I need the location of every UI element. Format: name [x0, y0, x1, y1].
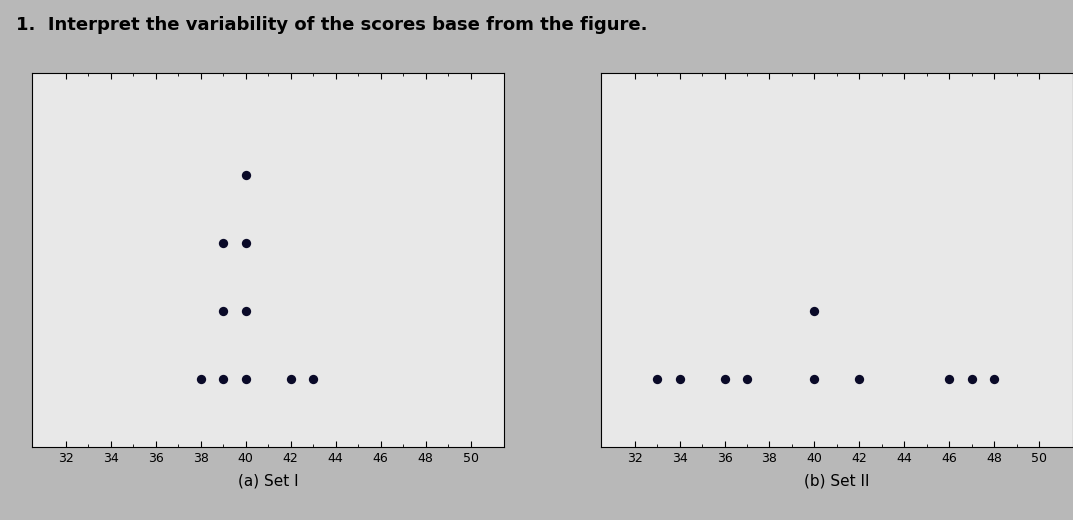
- Point: [964, 375, 981, 383]
- Point: [806, 307, 823, 315]
- Point: [215, 239, 232, 247]
- Point: [941, 375, 958, 383]
- Point: [192, 375, 209, 383]
- Point: [671, 375, 688, 383]
- X-axis label: (a) Set I: (a) Set I: [238, 473, 298, 488]
- Point: [648, 375, 665, 383]
- Point: [237, 171, 254, 179]
- Point: [215, 375, 232, 383]
- Point: [738, 375, 755, 383]
- Point: [716, 375, 733, 383]
- Point: [215, 307, 232, 315]
- Point: [237, 307, 254, 315]
- X-axis label: (b) Set II: (b) Set II: [804, 473, 870, 488]
- Point: [237, 375, 254, 383]
- Point: [237, 239, 254, 247]
- Point: [282, 375, 299, 383]
- Point: [986, 375, 1003, 383]
- Point: [305, 375, 322, 383]
- Point: [806, 375, 823, 383]
- Point: [851, 375, 868, 383]
- Text: 1.  Interpret the variability of the scores base from the figure.: 1. Interpret the variability of the scor…: [16, 16, 648, 34]
